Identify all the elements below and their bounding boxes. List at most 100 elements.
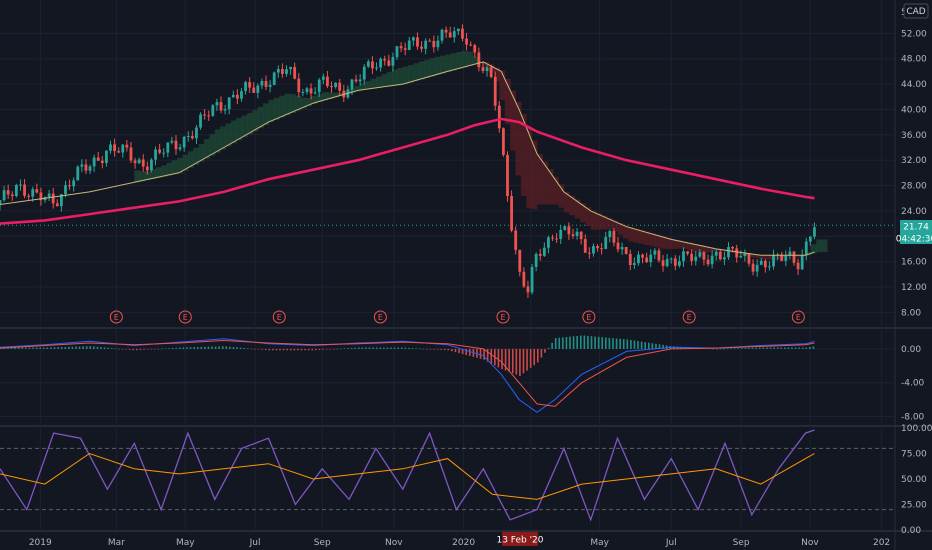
- candle-body: [150, 159, 153, 171]
- macd-bar: [293, 348, 296, 351]
- macd-bar: [812, 346, 815, 349]
- candle-body: [39, 192, 43, 201]
- x-axis[interactable]: 2019MarMayJulSepNov2020MarMayJulSepNov20…: [29, 538, 890, 548]
- currency-badge[interactable]: CAD: [903, 3, 929, 19]
- macd-bar: [204, 346, 206, 349]
- cloud-segment: [467, 51, 474, 67]
- candle-body: [497, 105, 501, 129]
- macd-bar: [565, 337, 568, 349]
- x-tick-label: Sep: [733, 538, 750, 548]
- cloud-segment: [198, 143, 205, 162]
- macd-bar: [537, 348, 539, 363]
- y-tick-label: -4.00: [901, 379, 925, 389]
- cloud-segment: [402, 66, 409, 85]
- cloud-segment: [289, 94, 296, 113]
- macd-bar: [576, 335, 578, 349]
- candle-body: [567, 226, 571, 235]
- candle-body: [387, 60, 391, 66]
- candle-body: [338, 82, 342, 91]
- macd-bar: [93, 346, 95, 349]
- macd-bar: [318, 348, 321, 350]
- macd-bar: [490, 348, 493, 364]
- candle-body: [551, 237, 554, 239]
- macd-bar: [622, 339, 625, 349]
- candle-body: [682, 251, 685, 262]
- candle-body: [31, 189, 35, 197]
- cloud-segment: [483, 61, 490, 67]
- macd-bar: [21, 347, 24, 349]
- cloud-segment: [472, 56, 479, 65]
- macd-bar: [372, 347, 374, 349]
- macd-bar: [161, 348, 163, 350]
- macd-bar: [28, 347, 31, 349]
- earnings-marker[interactable]: E: [582, 310, 596, 324]
- macd-bar: [196, 347, 199, 349]
- macd-bar: [533, 348, 536, 366]
- macd-bar: [511, 348, 514, 374]
- y-axis[interactable]: 52.00 48.00 44.00 40.00 36.00 32.00 28.00 24.00…: [901, 8, 932, 536]
- candle-body: [219, 102, 223, 111]
- y-tick-label: 75.00: [901, 450, 927, 460]
- macd-bar: [96, 346, 99, 349]
- earnings-marker-ring: [582, 310, 596, 324]
- cloud-segment: [365, 81, 372, 90]
- candle-body: [223, 109, 227, 111]
- macd-bar: [458, 348, 460, 354]
- candle-body: [481, 67, 485, 72]
- candle-body: [616, 242, 620, 250]
- y-tick-label: 52.00: [901, 29, 927, 39]
- earnings-marker-ring: [682, 310, 696, 324]
- macd-bar: [433, 348, 435, 350]
- candle-body: [178, 147, 182, 150]
- macd-bar: [82, 346, 84, 349]
- macd-bar: [307, 348, 310, 351]
- cloud-segment: [579, 203, 586, 223]
- cloud-segment: [751, 253, 758, 258]
- cloud-segment: [762, 255, 769, 260]
- macd-bar: [7, 347, 9, 349]
- candle-body: [305, 88, 309, 93]
- candle-body: [92, 157, 96, 167]
- candle-body: [6, 190, 10, 195]
- x-tick-label: Sep: [314, 538, 331, 548]
- macd-bar: [175, 347, 178, 349]
- macd-bar: [468, 348, 471, 356]
- cloud-segment: [596, 213, 602, 230]
- earnings-marker[interactable]: E: [682, 310, 696, 324]
- cloud-segment: [735, 251, 742, 254]
- cloud-segment: [386, 71, 393, 87]
- macd-bar: [386, 347, 389, 349]
- cloud-segment: [547, 169, 554, 205]
- candle-body: [10, 194, 14, 196]
- macd-bar: [733, 348, 736, 349]
- candle-body: [379, 58, 383, 68]
- y-tick-label: 50.00: [901, 475, 927, 485]
- candle-body: [383, 58, 387, 61]
- macd-bar: [17, 347, 20, 349]
- cloud-segment: [408, 64, 414, 83]
- earnings-marker[interactable]: E: [496, 310, 510, 324]
- macd-bar: [329, 348, 331, 350]
- candle-body: [542, 247, 546, 256]
- macd-bar: [594, 336, 596, 349]
- cloud-segment: [494, 67, 500, 82]
- macd-bar: [640, 341, 643, 349]
- earnings-marker[interactable]: E: [272, 310, 286, 324]
- candle-body: [763, 260, 767, 268]
- earnings-marker[interactable]: E: [373, 310, 387, 324]
- earnings-marker[interactable]: E: [109, 310, 123, 324]
- candle-body: [727, 246, 730, 258]
- macd-bar: [758, 347, 761, 349]
- cloud-segment: [569, 195, 576, 216]
- candle-body: [289, 67, 292, 70]
- x-tick-label: 202: [873, 538, 890, 548]
- y-tick-label: 100.00: [901, 424, 932, 434]
- candle-body: [137, 159, 141, 164]
- candle-body: [784, 255, 788, 261]
- macd-bar: [179, 347, 181, 349]
- earnings-marker[interactable]: E: [178, 310, 192, 324]
- earnings-marker[interactable]: E: [791, 310, 805, 324]
- macd-bar: [193, 347, 195, 349]
- cloud-segment: [332, 92, 339, 98]
